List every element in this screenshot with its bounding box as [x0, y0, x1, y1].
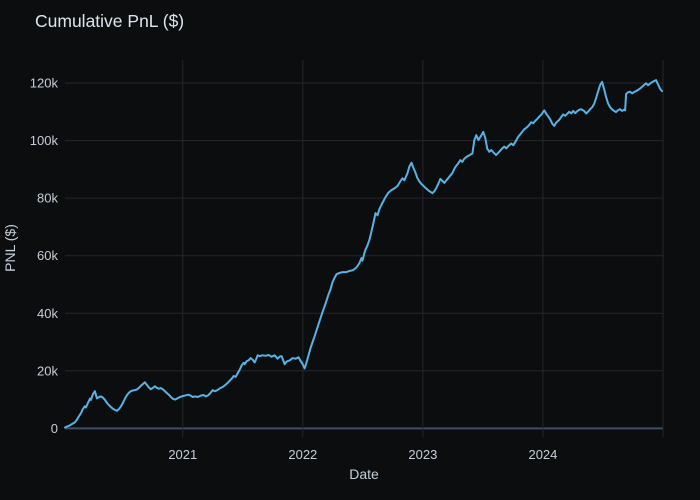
x-tick-label: 2022 — [288, 447, 317, 462]
y-tick-label: 40k — [37, 306, 58, 321]
x-tick-label: 2024 — [528, 447, 557, 462]
y-tick-label: 100k — [30, 133, 59, 148]
y-tick-label: 120k — [30, 76, 59, 91]
y-tick-label: 80k — [37, 191, 58, 206]
x-axis-title: Date — [349, 466, 379, 482]
tick-layer: 0 20k 40k 60k 80k 100k 120k 2021 2022 2023 2024 — [30, 76, 558, 462]
y-tick-label: 60k — [37, 248, 58, 263]
x-tick-label: 2021 — [168, 447, 197, 462]
cumulative-pnl-line — [64, 79, 663, 429]
plot-area[interactable] — [65, 60, 663, 437]
y-tick-label: 0 — [51, 421, 58, 436]
y-axis-title: PNL ($) — [2, 224, 18, 272]
y-tick-label: 20k — [37, 363, 58, 378]
x-tick-label: 2023 — [408, 447, 437, 462]
chart-title: Cumulative PnL ($) — [35, 11, 184, 31]
series-layer — [64, 79, 663, 429]
grid-layer — [65, 60, 664, 437]
